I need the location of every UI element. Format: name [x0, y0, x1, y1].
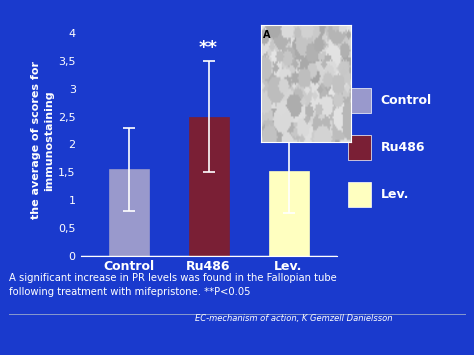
Text: Control: Control	[381, 94, 432, 107]
Y-axis label: the average of scores for
immunostaining: the average of scores for immunostaining	[31, 61, 54, 219]
Bar	[109, 169, 148, 256]
FancyBboxPatch shape	[348, 135, 371, 160]
Text: A: A	[264, 29, 271, 39]
FancyBboxPatch shape	[348, 182, 371, 207]
Text: **: **	[199, 39, 218, 56]
Text: A significant increase in PR levels was found in the Fallopian tube
following tr: A significant increase in PR levels was …	[9, 273, 337, 297]
FancyBboxPatch shape	[348, 88, 371, 113]
Text: Ru486: Ru486	[381, 141, 425, 154]
Text: Lev.: Lev.	[381, 188, 409, 201]
Text: EC-mechanism of action, K Gemzell Danielsson: EC-mechanism of action, K Gemzell Daniel…	[195, 314, 392, 323]
Bar	[189, 116, 228, 256]
Bar	[269, 171, 309, 256]
